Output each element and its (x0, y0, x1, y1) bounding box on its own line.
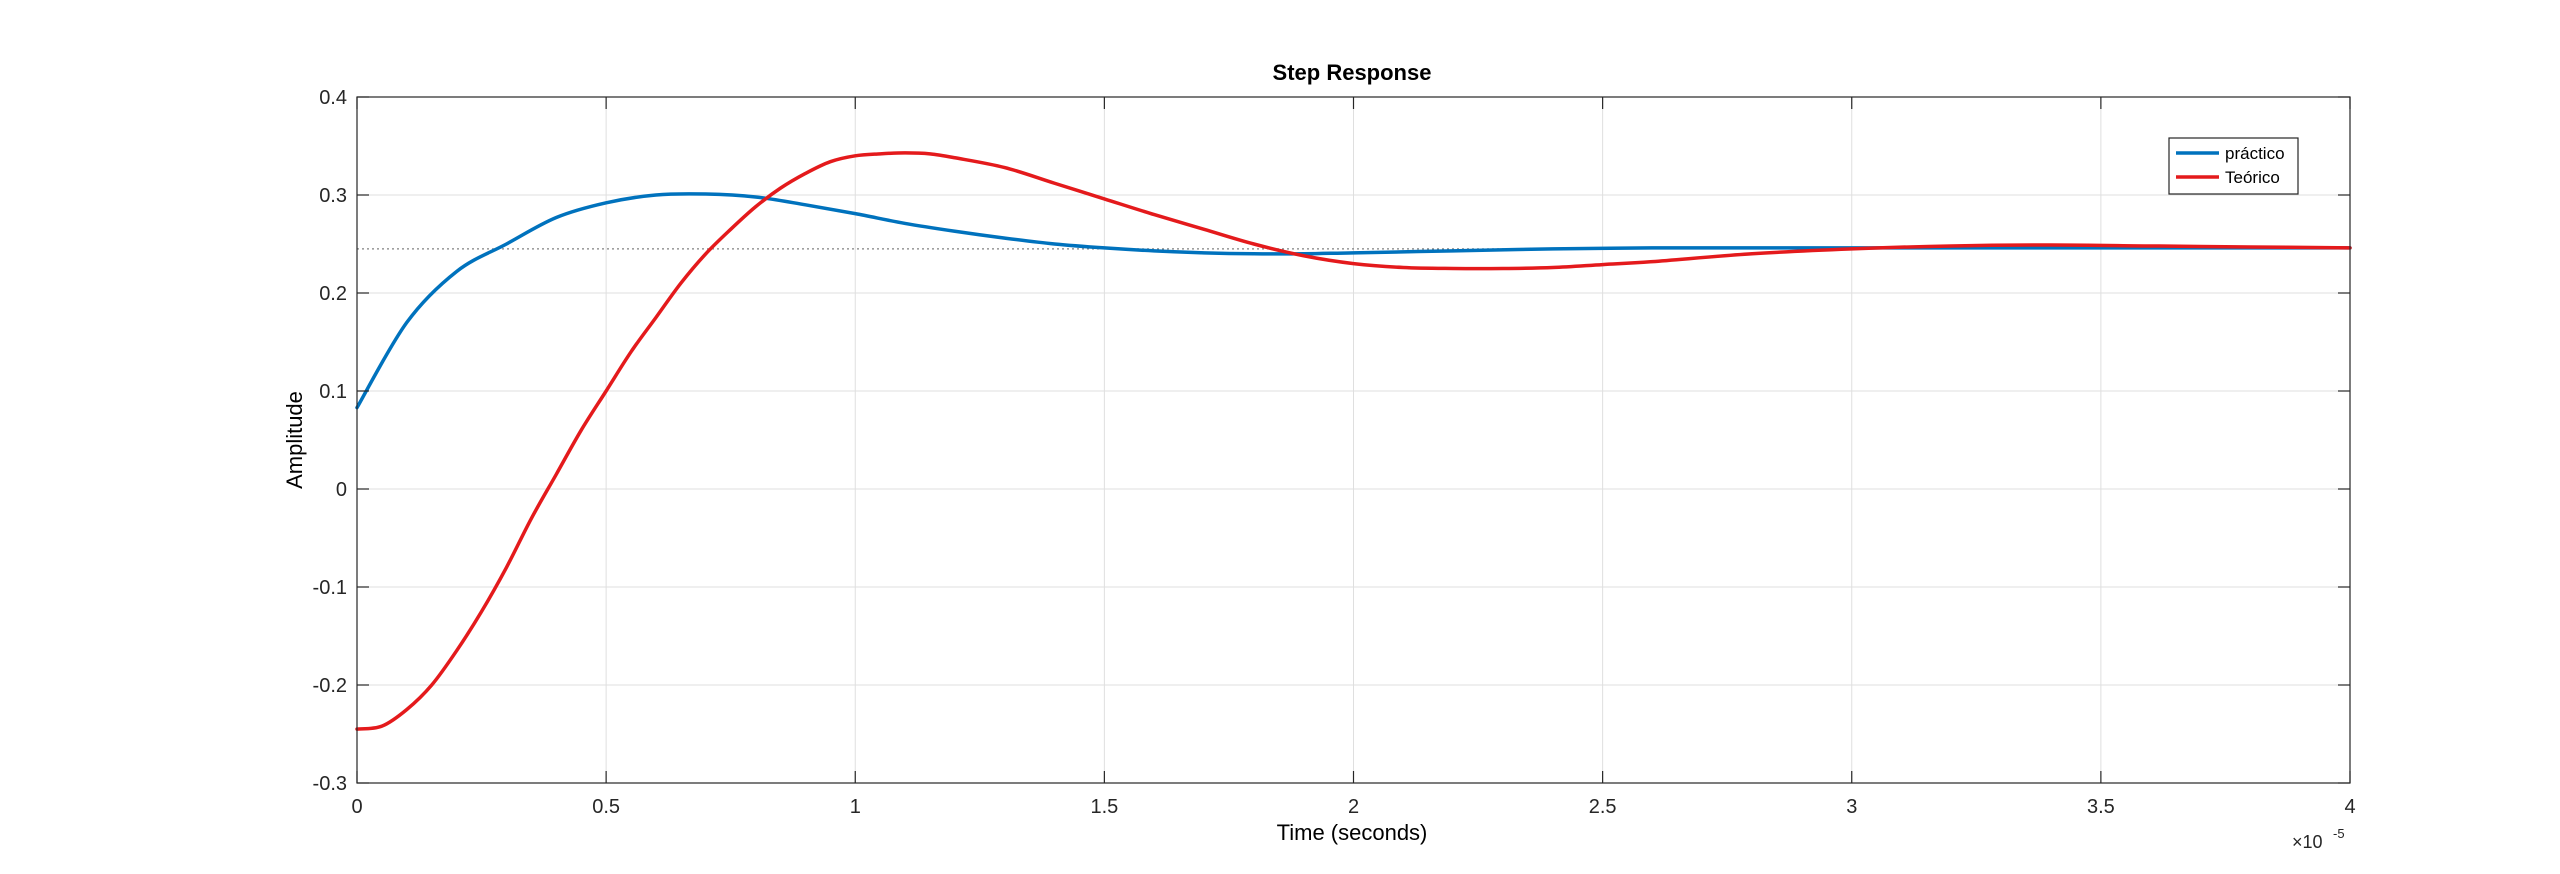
y-tick-label: 0.3 (319, 185, 347, 207)
series-layer (355, 151, 2352, 731)
tick-labels: 0 0.5 1 1.5 2 2.5 3 3.5 4 -0.3 -0.2 -0.1 0 0.1 0.2 0.3 0… (313, 87, 2356, 818)
x-tick-label: 1 (850, 796, 861, 818)
legend-label-teorico: Teórico (2225, 168, 2280, 187)
x-tick-label: 2.5 (1589, 796, 1617, 818)
x-axis-label: Time (seconds) (1277, 820, 1428, 845)
y-tick-label: 0.2 (319, 283, 347, 305)
y-tick-label: -0.3 (313, 773, 347, 795)
x-tick-label: 0.5 (592, 796, 620, 818)
legend: práctico Teórico (2168, 137, 2299, 195)
x-tick-label: 3.5 (2087, 796, 2115, 818)
y-axis-label: Amplitude (282, 391, 307, 489)
x-exponent-power: -5 (2333, 826, 2345, 841)
y-tick-label: 0.4 (319, 87, 347, 109)
chart-title: Step Response (1273, 60, 1432, 85)
y-tick-label: 0.1 (319, 381, 347, 403)
x-tick-label: 1.5 (1090, 796, 1118, 818)
series-line-teorico (355, 151, 2352, 731)
x-exponent-base: ×10 (2292, 832, 2323, 852)
x-tick-label: 4 (2344, 796, 2355, 818)
x-tick-label: 0 (351, 796, 362, 818)
y-tick-label: -0.1 (313, 577, 347, 599)
x-tick-label: 3 (1846, 796, 1857, 818)
legend-box (2168, 137, 2299, 195)
ticks (356, 96, 2351, 784)
y-tick-label: -0.2 (313, 675, 347, 697)
x-tick-label: 2 (1348, 796, 1359, 818)
y-tick-label: 0 (336, 479, 347, 501)
legend-label-practico: práctico (2225, 144, 2285, 163)
x-exponent: ×10 -5 (2292, 826, 2345, 852)
